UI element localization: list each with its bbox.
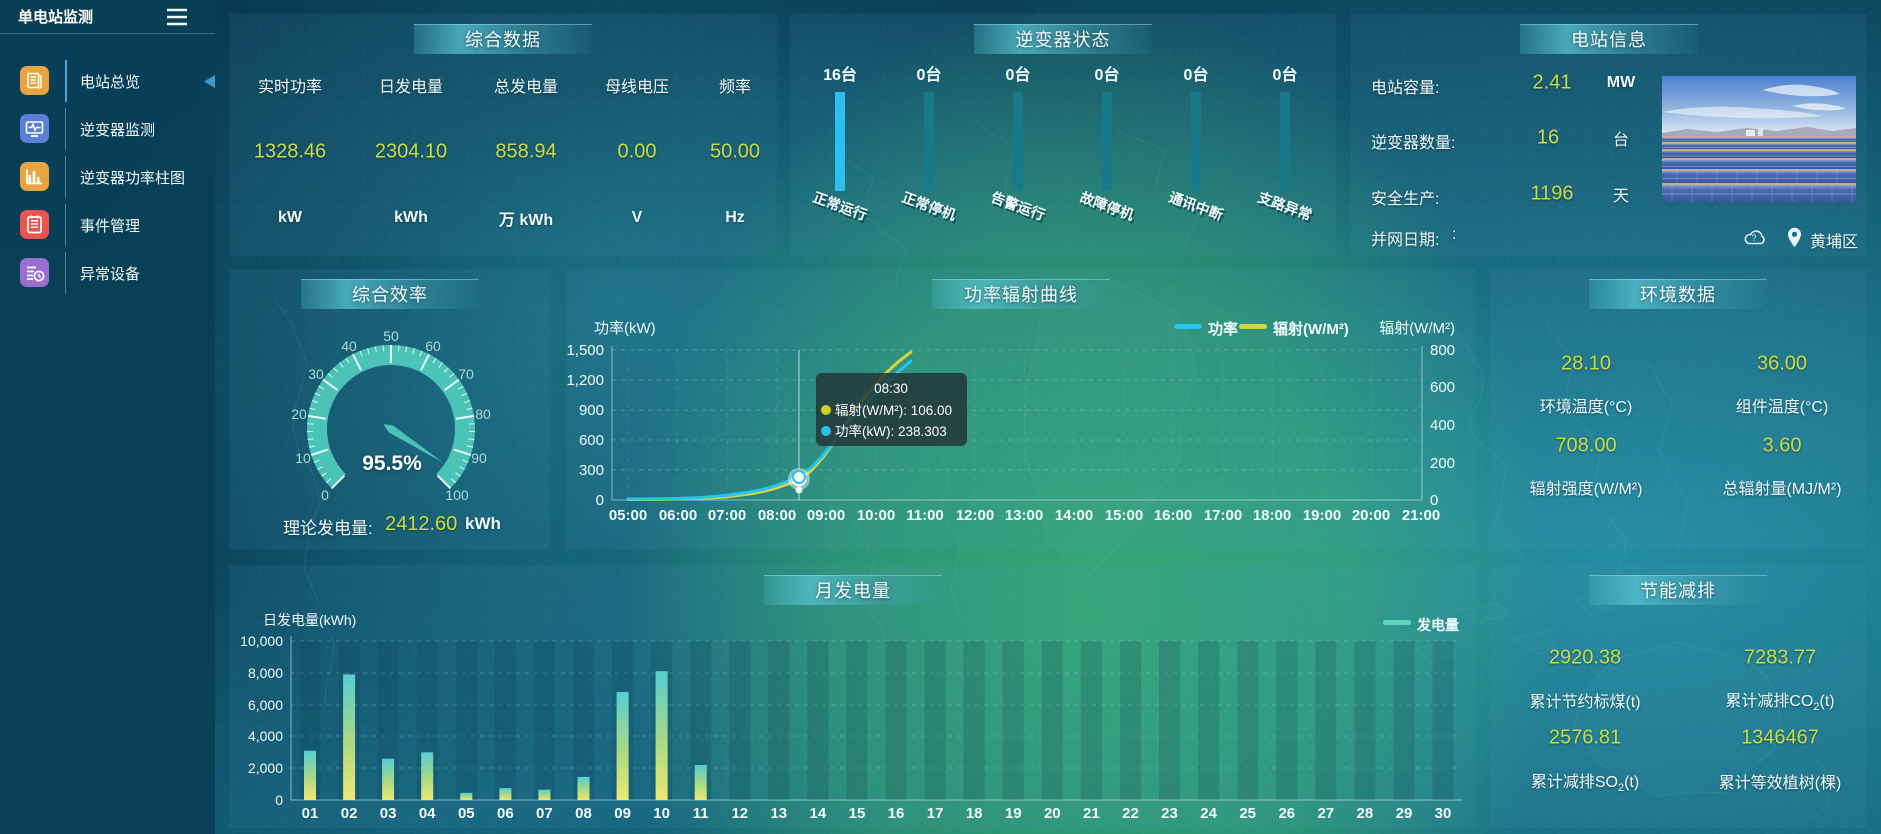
svg-text:10: 10	[653, 805, 670, 822]
svg-text:25: 25	[1239, 805, 1256, 822]
svg-text:22: 22	[1122, 805, 1139, 822]
svg-text:15:00: 15:00	[1105, 507, 1143, 524]
svg-text:02: 02	[341, 805, 358, 822]
svg-text:0台: 0台	[917, 65, 942, 84]
svg-text:0台: 0台	[1006, 65, 1031, 84]
svg-text:功率(kW): 功率(kW)	[594, 320, 656, 337]
svg-text:800: 800	[1430, 342, 1455, 359]
svg-text:2,000: 2,000	[248, 760, 283, 776]
svg-text:24: 24	[1200, 805, 1217, 822]
svg-text:15: 15	[849, 805, 866, 822]
svg-text:09:00: 09:00	[807, 507, 845, 524]
svg-text:0台: 0台	[1184, 65, 1209, 84]
svg-text:26: 26	[1278, 805, 1295, 822]
svg-text:0: 0	[1430, 492, 1438, 509]
svg-text:16:00: 16:00	[1154, 507, 1192, 524]
svg-text:08: 08	[575, 805, 592, 822]
svg-text:29: 29	[1396, 805, 1413, 822]
svg-text:0: 0	[596, 492, 604, 509]
svg-text:8,000: 8,000	[248, 665, 283, 681]
svg-text:23: 23	[1161, 805, 1178, 822]
svg-text:600: 600	[1430, 379, 1455, 396]
svg-text:08:00: 08:00	[758, 507, 796, 524]
svg-text:1,500: 1,500	[566, 342, 604, 359]
svg-text:故障停机: 故障停机	[1078, 189, 1136, 223]
svg-text:0: 0	[321, 487, 329, 503]
svg-text:06:00: 06:00	[659, 507, 697, 524]
svg-text:21: 21	[1083, 805, 1100, 822]
svg-text:通讯中断: 通讯中断	[1167, 189, 1225, 223]
svg-text:60: 60	[425, 338, 441, 354]
svg-text:20: 20	[1044, 805, 1061, 822]
svg-text:11:00: 11:00	[906, 507, 944, 524]
svg-text:16台: 16台	[823, 65, 857, 84]
svg-text:14:00: 14:00	[1055, 507, 1093, 524]
svg-text:70: 70	[458, 366, 474, 382]
svg-text:40: 40	[341, 338, 357, 354]
svg-text:200: 200	[1430, 455, 1455, 472]
svg-text:06: 06	[497, 805, 514, 822]
svg-text:400: 400	[1430, 417, 1455, 434]
svg-text:900: 900	[579, 402, 604, 419]
svg-text:4,000: 4,000	[248, 728, 283, 744]
svg-text:0台: 0台	[1095, 65, 1120, 84]
svg-text:12:00: 12:00	[956, 507, 994, 524]
svg-text:0台: 0台	[1273, 65, 1298, 84]
svg-text:09: 09	[614, 805, 631, 822]
svg-text:03: 03	[380, 805, 397, 822]
svg-text:6,000: 6,000	[248, 697, 283, 713]
svg-text:05: 05	[458, 805, 475, 822]
svg-text:10: 10	[295, 450, 311, 466]
svg-text:辐射(W/M²): 辐射(W/M²)	[1273, 320, 1349, 338]
svg-text:300: 300	[579, 462, 604, 479]
svg-text:支路异常: 支路异常	[1255, 189, 1314, 224]
svg-text:20: 20	[291, 406, 307, 422]
svg-text:90: 90	[471, 450, 487, 466]
svg-text:07:00: 07:00	[708, 507, 746, 524]
svg-text:16: 16	[888, 805, 905, 822]
svg-text:04: 04	[419, 805, 436, 822]
svg-text:辐射(W/M²): 辐射(W/M²)	[1379, 320, 1455, 337]
svg-text:27: 27	[1317, 805, 1334, 822]
svg-text:日发电量(kWh): 日发电量(kWh)	[263, 612, 356, 628]
svg-text:发电量: 发电量	[1416, 617, 1459, 633]
svg-text:?: ?	[1751, 233, 1756, 243]
svg-text:1,200: 1,200	[566, 372, 604, 389]
svg-text:80: 80	[475, 406, 491, 422]
svg-text:17: 17	[927, 805, 944, 822]
svg-text:告警运行: 告警运行	[989, 189, 1047, 223]
svg-text:28: 28	[1357, 805, 1374, 822]
svg-text:13:00: 13:00	[1005, 507, 1043, 524]
svg-text:600: 600	[579, 432, 604, 449]
svg-text:50: 50	[383, 328, 399, 344]
svg-text:正常停机: 正常停机	[900, 189, 958, 223]
svg-text:14: 14	[810, 805, 827, 822]
svg-text:30: 30	[1435, 805, 1452, 822]
svg-text:正常运行: 正常运行	[811, 189, 869, 223]
svg-text:17:00: 17:00	[1204, 507, 1242, 524]
svg-text:01: 01	[302, 805, 319, 822]
svg-text:18: 18	[966, 805, 983, 822]
svg-text:19:00: 19:00	[1303, 507, 1341, 524]
svg-text:07: 07	[536, 805, 553, 822]
svg-text:19: 19	[1005, 805, 1022, 822]
svg-text:功率: 功率	[1208, 320, 1238, 338]
svg-text:21:00: 21:00	[1402, 507, 1440, 524]
svg-text:12: 12	[731, 805, 748, 822]
svg-text:10,000: 10,000	[240, 633, 283, 649]
svg-text:05:00: 05:00	[609, 507, 647, 524]
svg-text:10:00: 10:00	[857, 507, 895, 524]
svg-text:100: 100	[445, 487, 469, 503]
svg-text:11: 11	[693, 805, 709, 822]
svg-text:13: 13	[770, 805, 787, 822]
svg-text:30: 30	[308, 366, 324, 382]
svg-text:0: 0	[275, 792, 283, 808]
svg-text:20:00: 20:00	[1352, 507, 1390, 524]
svg-text:18:00: 18:00	[1253, 507, 1291, 524]
